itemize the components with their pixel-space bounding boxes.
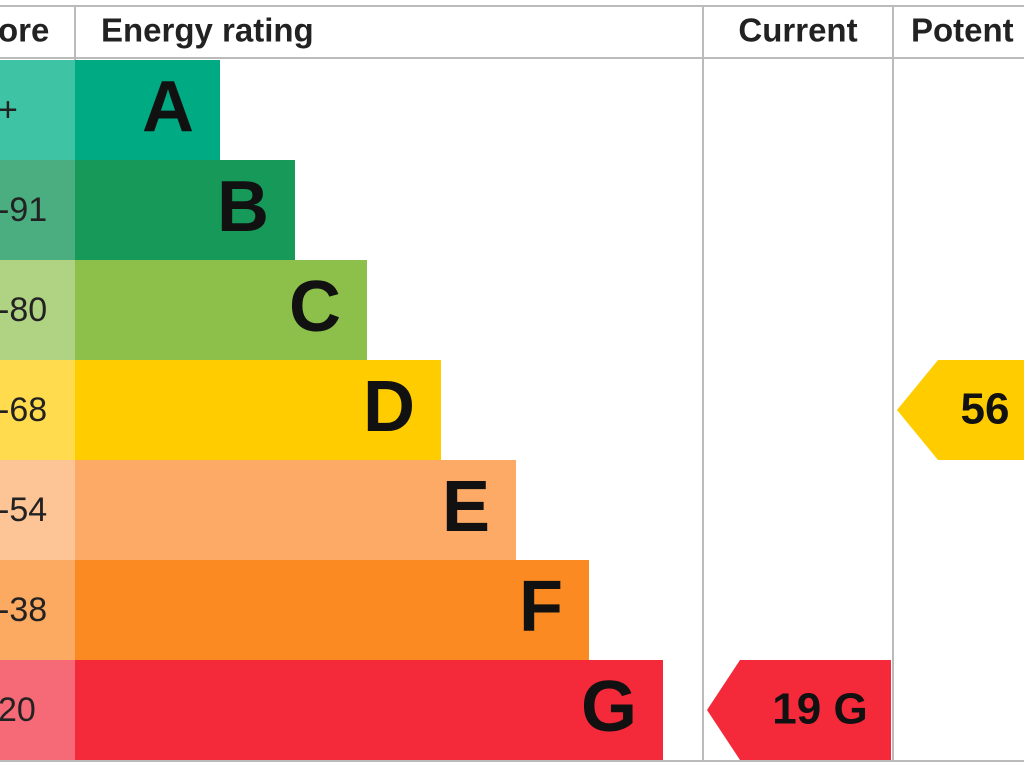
score-range: -54 — [0, 491, 47, 529]
rating-bar — [75, 60, 220, 160]
header-potential: Potent — [911, 12, 1014, 49]
potential-arrow — [897, 360, 1024, 460]
rating-letter: E — [442, 467, 490, 547]
score-cell — [0, 360, 75, 460]
current-rating: 19 G — [772, 685, 867, 734]
rating-letter: G — [581, 667, 637, 747]
score-cell — [0, 660, 75, 760]
rating-bar — [75, 260, 367, 360]
score-range: -91 — [0, 191, 47, 229]
rating-bar — [75, 160, 295, 260]
rating-letter: A — [142, 67, 194, 147]
rating-rows: + A -91 B -80 C -68 D -54 E -38 F 20 G — [0, 60, 663, 760]
score-cell — [0, 460, 75, 560]
rating-letter: D — [363, 367, 415, 447]
score-cell — [0, 560, 75, 660]
rating-letter: F — [519, 567, 563, 647]
rating-letter: C — [289, 267, 341, 347]
rating-bar — [75, 460, 516, 560]
potential-rating: 56 — [961, 385, 1010, 434]
score-range: -80 — [0, 291, 47, 329]
score-cell — [0, 60, 75, 160]
header-current: Current — [738, 12, 857, 49]
rating-bar — [75, 360, 441, 460]
score-range: + — [0, 91, 18, 129]
score-cell — [0, 160, 75, 260]
rating-bar — [75, 660, 663, 760]
score-cell — [0, 260, 75, 360]
current-arrow — [707, 660, 891, 760]
score-range: -38 — [0, 591, 47, 629]
rating-bar — [75, 560, 589, 660]
header-rating: Energy rating — [101, 12, 314, 49]
header-score: ore — [0, 12, 49, 49]
rating-letter: B — [217, 167, 269, 247]
score-range: -68 — [0, 391, 47, 429]
score-range: 20 — [0, 691, 36, 729]
